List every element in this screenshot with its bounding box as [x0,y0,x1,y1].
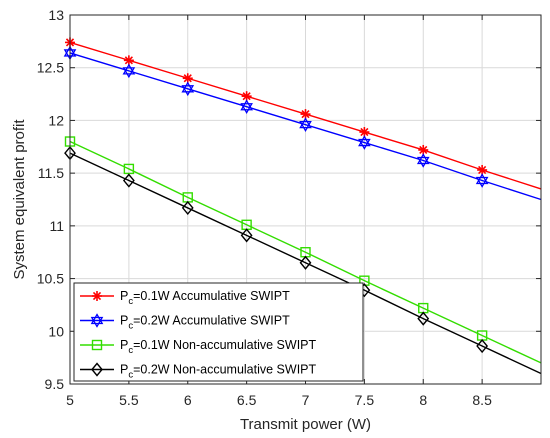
x-tick-label: 8 [419,392,427,408]
legend-item: Pc=0.2W Accumulative SWIPT [80,313,290,332]
legend-item: Pc=0.2W Non-accumulative SWIPT [80,362,317,381]
diamond-marker [417,311,430,326]
legend-label-main: P [120,289,128,303]
legend-item: Pc=0.1W Non-accumulative SWIPT [80,338,317,356]
legend-box [73,282,364,382]
x-tick-label: 7.5 [355,392,375,408]
hexagram-triangle [416,156,430,168]
asterisk-stroke [183,74,192,83]
asterisk-stroke [360,127,369,137]
asterisk-stroke [478,165,487,175]
diamond-marker [91,362,103,377]
hexagram-triangle [240,99,253,111]
diamond-marker [181,200,194,216]
hexagram-triangle [358,135,371,147]
x-axis-title: Transmit power (W) [240,416,371,433]
hexagram-marker [358,135,371,150]
hexagram-triangle [475,176,489,188]
series-line [69,52,542,201]
hexagram-triangle [299,121,312,132]
diamond-marker [476,338,489,354]
x-tick-label: 8.5 [472,392,492,408]
legend-label-subscript: c [128,345,133,356]
series-line [69,152,542,375]
y-tick-label: 10 [48,323,64,339]
series-group [63,37,542,375]
hexagram-marker [475,173,489,188]
legend-label: Pc=0.1W Non-accumulative SWIPT [120,338,317,356]
hexagram-marker [181,81,195,97]
legend-label-rest: =0.1W Accumulative SWIPT [133,289,290,303]
tick-group: 5 5.5 6 6.5 7 7.5 8 8.5 9.5 10 10.5 11 11.5 12 12.5 13 [37,7,541,408]
hexagram-triangle [299,117,312,129]
x-tick-label: 6.5 [237,392,257,408]
hexagram-triangle [181,85,195,97]
legend-label-rest: =0.2W Accumulative SWIPT [133,314,290,328]
hexagram-triangle [181,81,195,93]
asterisk-marker [182,73,193,84]
series-1 [65,37,542,190]
asterisk-marker [300,109,311,120]
x-tick-label: 7 [302,392,310,408]
legend-item: Pc=0.1W Accumulative SWIPT [80,289,290,307]
legend-label-subscript: c [128,296,133,307]
hexagram-marker [416,153,430,168]
hexagram-triangle [122,63,136,75]
square-marker [123,163,135,175]
diamond-marker [299,255,312,270]
hexagram-triangle [122,67,136,79]
hexagram-triangle [358,138,371,150]
legend-label-subscript: c [128,370,133,381]
legend-label-main: P [120,314,128,328]
y-tick-label: 12.5 [37,60,64,76]
asterisk-stroke [301,110,310,119]
y-axis-title: System equivalent profit [11,119,28,280]
diamond-marker [122,173,135,188]
asterisk-stroke [92,291,102,301]
legend-label-rest: =0.1W Non-accumulative SWIPT [133,338,316,352]
hexagram-marker [240,99,253,115]
x-tick-label: 5.5 [119,392,139,408]
hexagram-triangle [475,173,489,185]
y-tick-label: 12 [48,112,64,128]
y-tick-label: 11 [49,218,64,234]
asterisk-marker [92,291,102,301]
hexagram-triangle [90,313,104,325]
legend-label: Pc=0.2W Non-accumulative SWIPT [120,363,317,381]
hexagram-triangle [416,153,430,165]
hexagram-triangle [90,316,104,328]
asterisk-stroke [124,56,133,65]
hexagram-marker [122,63,136,79]
asterisk-marker [123,55,134,66]
asterisk-marker [359,127,370,138]
legend-label-main: P [120,338,128,352]
legend-label-rest: =0.2W Non-accumulative SWIPT [133,363,316,377]
legend-label: Pc=0.2W Accumulative SWIPT [120,314,290,332]
diamond-marker [240,228,253,243]
legend-label-main: P [120,363,128,377]
x-tick-label: 5 [66,392,74,408]
legend-label: Pc=0.1W Accumulative SWIPT [120,289,290,307]
y-tick-label: 9.5 [45,376,65,392]
asterisk-stroke [242,92,251,101]
y-tick-label: 10.5 [37,271,64,287]
hexagram-marker [299,117,312,132]
asterisk-stroke [419,145,428,155]
legend-label-subscript: c [128,321,133,332]
hexagram-triangle [240,103,253,115]
x-tick-label: 6 [184,392,192,408]
series-2 [63,45,542,201]
y-tick-label: 13 [48,7,64,23]
hexagram-marker [90,313,104,328]
series-line [69,140,542,364]
square-marker [91,339,103,351]
asterisk-marker [241,91,252,102]
y-tick-label: 11.5 [38,165,64,181]
